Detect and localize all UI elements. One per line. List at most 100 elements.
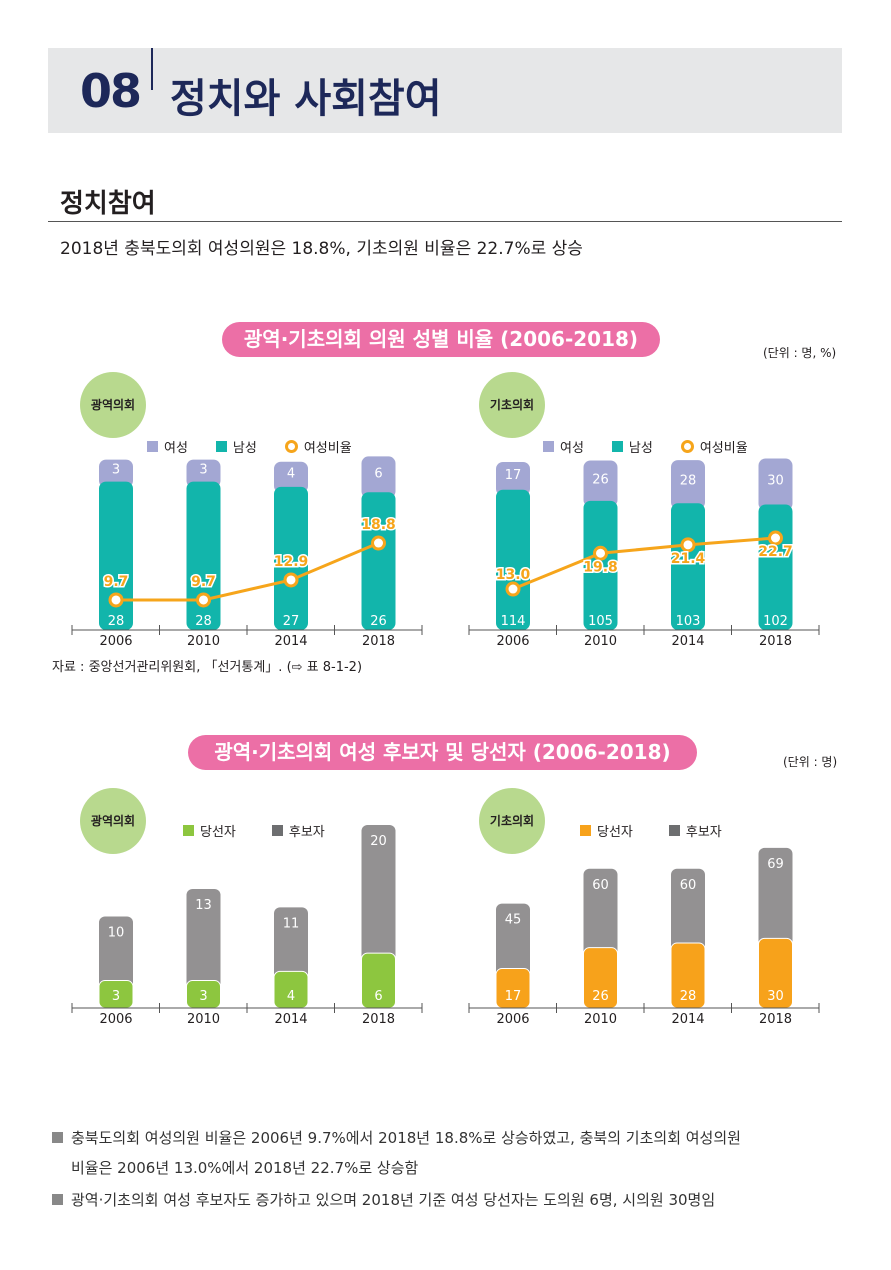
bar-female bbox=[361, 456, 396, 499]
bar-male bbox=[361, 492, 396, 630]
source-note: 자료 : 중앙선거관리위원회, 「선거통계」. (⇨ 표 8-1-2) bbox=[52, 660, 363, 675]
ratio-line bbox=[116, 541, 380, 602]
data-label-candidate: 60 bbox=[680, 878, 697, 893]
chart2-unit: (단위 : 명) bbox=[783, 755, 838, 769]
ratio-label: 12.9 bbox=[274, 554, 309, 570]
data-label-winner: 6 bbox=[374, 989, 382, 1004]
x-tick-label: 2018 bbox=[362, 1012, 395, 1027]
chapter-number: 08 bbox=[80, 64, 142, 118]
data-label-female: 26 bbox=[592, 473, 609, 488]
ratio-line bbox=[512, 536, 776, 591]
ratio-label: 18.8 bbox=[361, 517, 396, 533]
data-label-candidate: 11 bbox=[283, 916, 300, 931]
x-tick-label: 2010 bbox=[187, 634, 220, 649]
legend-label: 여성비율 bbox=[699, 441, 748, 456]
bar-male bbox=[186, 481, 221, 630]
data-label-candidate: 20 bbox=[370, 834, 387, 849]
bar-female bbox=[758, 458, 793, 511]
data-label-winner: 17 bbox=[505, 989, 522, 1004]
x-tick-label: 2006 bbox=[99, 634, 132, 649]
chart1-title: 광역·기초의회 의원 성별 비율 (2006-2018) bbox=[222, 322, 660, 357]
legend-marker-ratio bbox=[680, 440, 694, 453]
ratio-point bbox=[505, 581, 521, 597]
x-tick-label: 2014 bbox=[274, 1012, 307, 1027]
data-label-male: 28 bbox=[195, 614, 212, 629]
x-tick-label: 2010 bbox=[584, 1012, 617, 1027]
ratio-label: 22.7 bbox=[758, 544, 793, 560]
chart2-title: 광역·기초의회 여성 후보자 및 당선자 (2006-2018) bbox=[188, 735, 697, 770]
legend-label: 당선자 bbox=[200, 825, 236, 840]
legend-swatch-female bbox=[147, 441, 158, 452]
bullet-1-cont: 비율은 2006년 13.0%에서 2018년 22.7%로 상승함 bbox=[71, 1159, 419, 1177]
data-label-male: 103 bbox=[676, 614, 701, 629]
bullet-1: 충북도의회 여성의원 비율은 2006년 9.7%에서 2018년 18.8%로… bbox=[52, 1123, 741, 1153]
data-label-candidate: 69 bbox=[767, 857, 784, 872]
data-label-winner: 3 bbox=[112, 989, 120, 1004]
ratio-point bbox=[108, 592, 124, 608]
legend-swatch-male bbox=[611, 441, 623, 452]
x-tick-label: 2018 bbox=[362, 634, 395, 649]
ratio-point bbox=[283, 572, 299, 588]
legend: 당선자 후보자 bbox=[580, 821, 722, 840]
bar-male bbox=[583, 500, 618, 630]
data-label-winner: 28 bbox=[680, 989, 697, 1004]
legend: 당선자 후보자 bbox=[183, 821, 325, 840]
data-label-male: 105 bbox=[588, 614, 613, 629]
data-label-female: 3 bbox=[199, 463, 207, 478]
chart1-unit: (단위 : 명, %) bbox=[763, 346, 837, 360]
bar-female bbox=[274, 461, 308, 493]
legend-swatch-winner bbox=[183, 825, 194, 836]
data-label-female: 4 bbox=[287, 466, 295, 481]
x-tick-label: 2010 bbox=[187, 1012, 220, 1027]
bar-male bbox=[274, 486, 308, 630]
data-label-female: 6 bbox=[374, 466, 382, 481]
legend-swatch-candidate bbox=[271, 825, 283, 836]
bullet-icon bbox=[52, 1194, 63, 1205]
data-label-winner: 26 bbox=[592, 989, 609, 1004]
legend-swatch-male bbox=[215, 441, 227, 452]
chapter-header bbox=[48, 48, 842, 133]
ratio-label: 13.0 bbox=[496, 567, 531, 583]
badge-local: 기초의회 bbox=[479, 788, 545, 854]
legend-label: 여성비율 bbox=[303, 441, 352, 456]
x-tick-label: 2014 bbox=[671, 1012, 704, 1027]
data-label-male: 102 bbox=[763, 614, 788, 629]
divider bbox=[151, 48, 153, 90]
data-label-male: 26 bbox=[370, 614, 387, 629]
bar-candidate bbox=[186, 889, 221, 1008]
data-label-candidate: 13 bbox=[195, 898, 212, 913]
x-tick-label: 2006 bbox=[99, 1012, 132, 1027]
data-label-female: 28 bbox=[680, 474, 697, 489]
badge-local: 기초의회 bbox=[479, 372, 545, 438]
data-label-winner: 3 bbox=[199, 989, 207, 1004]
legend-label: 남성 bbox=[628, 441, 653, 456]
legend-swatch-candidate bbox=[668, 825, 680, 836]
chapter-title: 정치와 사회참여 bbox=[170, 76, 442, 122]
bar-female bbox=[583, 460, 618, 507]
legend-marker-ratio bbox=[284, 440, 298, 453]
legend-swatch-female bbox=[543, 441, 554, 452]
bar-male bbox=[671, 503, 705, 630]
ratio-label: 9.7 bbox=[191, 574, 216, 590]
bar-female bbox=[671, 460, 705, 510]
legend-swatch-winner bbox=[580, 825, 591, 836]
x-tick-label: 2014 bbox=[671, 634, 704, 649]
legend-label: 여성 bbox=[164, 441, 188, 456]
x-tick-label: 2006 bbox=[496, 1012, 529, 1027]
legend: 여성 남성 여성비율 bbox=[543, 437, 748, 456]
x-tick-label: 2018 bbox=[759, 634, 792, 649]
ratio-label: 21.4 bbox=[671, 551, 706, 567]
bar-female bbox=[186, 459, 221, 488]
section-title: 정치참여 bbox=[60, 189, 156, 219]
data-label-female: 17 bbox=[505, 468, 522, 483]
data-label-male: 28 bbox=[108, 614, 125, 629]
x-tick-label: 2006 bbox=[496, 634, 529, 649]
legend-label: 당선자 bbox=[597, 825, 633, 840]
legend-label: 후보자 bbox=[288, 825, 325, 840]
divider bbox=[48, 221, 842, 222]
ratio-point bbox=[196, 592, 211, 608]
data-label-female: 3 bbox=[112, 463, 120, 478]
ratio-point bbox=[768, 530, 783, 546]
ratio-point bbox=[371, 535, 386, 551]
ratio-label: 9.7 bbox=[104, 574, 129, 590]
